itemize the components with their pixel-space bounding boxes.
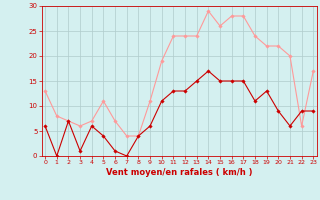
X-axis label: Vent moyen/en rafales ( km/h ): Vent moyen/en rafales ( km/h ) (106, 168, 252, 177)
